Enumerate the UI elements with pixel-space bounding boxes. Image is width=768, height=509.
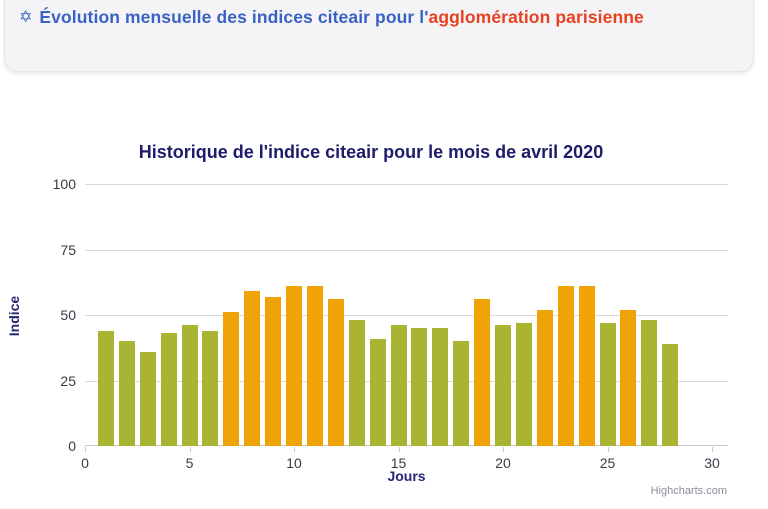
bar-day-13[interactable] — [348, 320, 365, 446]
x-tick-label-30: 30 — [704, 455, 720, 471]
header-panel: ✡ Évolution mensuelle des indices citeai… — [4, 0, 754, 72]
bar-day-10[interactable] — [286, 286, 302, 446]
x-tick-label-20: 20 — [495, 455, 511, 471]
bar-day-22[interactable] — [536, 309, 553, 446]
chart-title: Historique de l'indice citeair pour le m… — [138, 142, 604, 162]
xaxis-title: Jours — [387, 468, 426, 484]
x-tick-mark-30 — [712, 447, 713, 452]
gridline-y50 — [85, 315, 728, 316]
bar-day-17[interactable] — [432, 328, 449, 446]
bar-day-15[interactable] — [390, 325, 407, 446]
gridline-y75 — [85, 249, 728, 251]
y-tick-label-100: 100 — [52, 176, 76, 192]
gridline-y100 — [85, 184, 728, 185]
x-tick-mark-25 — [607, 447, 609, 452]
bar-day-19[interactable] — [474, 299, 491, 446]
x-tick-mark-0 — [85, 447, 86, 452]
x-tick-mark-10 — [294, 447, 295, 452]
bar-day-6[interactable] — [202, 330, 219, 446]
bar-day-26[interactable] — [620, 309, 637, 446]
bar-day-25[interactable] — [599, 322, 616, 446]
bar-day-28[interactable] — [662, 343, 679, 446]
page-title-highlight: agglomération parisienne — [428, 7, 644, 27]
header-row: ✡ Évolution mensuelle des indices citeai… — [19, 7, 644, 28]
bar-day-4[interactable] — [160, 333, 177, 446]
x-tick-mark-5 — [189, 447, 191, 452]
bar-day-21[interactable] — [515, 322, 532, 446]
bar-day-11[interactable] — [306, 286, 323, 446]
plot-area — [85, 184, 728, 446]
x-tick-label-15: 15 — [390, 455, 407, 471]
bar-day-23[interactable] — [557, 286, 574, 446]
highcharts-credit-link[interactable]: Highcharts.com — [650, 485, 727, 497]
bar-day-20[interactable] — [495, 325, 511, 446]
page-title: Évolution mensuelle des indices citeair … — [39, 7, 643, 28]
citeair-bar-chart: Historique de l'indice citeair pour le m… — [0, 100, 768, 509]
bar-day-3[interactable] — [139, 351, 156, 446]
x-tick-mark-20 — [503, 447, 504, 452]
x-tick-mark-15 — [398, 447, 400, 452]
bar-day-18[interactable] — [453, 341, 470, 446]
x-tick-label-10: 10 — [286, 455, 302, 471]
bar-day-27[interactable] — [641, 320, 658, 446]
x-tick-label-25: 25 — [599, 455, 616, 471]
bar-day-24[interactable] — [578, 286, 595, 446]
bar-day-14[interactable] — [369, 338, 386, 446]
star-of-david-icon: ✡ — [19, 8, 33, 26]
bar-day-16[interactable] — [411, 328, 428, 446]
bar-day-5[interactable] — [181, 325, 198, 446]
y-tick-label-25: 25 — [60, 372, 76, 389]
x-tick-label-5: 5 — [185, 455, 194, 471]
bar-day-2[interactable] — [118, 341, 135, 446]
page-title-main: Évolution mensuelle des indices citeair … — [39, 7, 429, 27]
bar-day-12[interactable] — [327, 299, 344, 446]
x-tick-label-0: 0 — [81, 455, 89, 471]
bar-day-8[interactable] — [244, 291, 261, 446]
gridline-y25 — [85, 380, 728, 382]
bar-day-7[interactable] — [223, 312, 240, 446]
bar-day-9[interactable] — [265, 296, 282, 446]
yaxis-title: Indice — [6, 295, 22, 337]
y-tick-label-50: 50 — [60, 307, 76, 323]
bar-day-1[interactable] — [97, 330, 114, 446]
y-tick-label-75: 75 — [60, 241, 76, 258]
y-tick-label-0: 0 — [68, 438, 76, 454]
